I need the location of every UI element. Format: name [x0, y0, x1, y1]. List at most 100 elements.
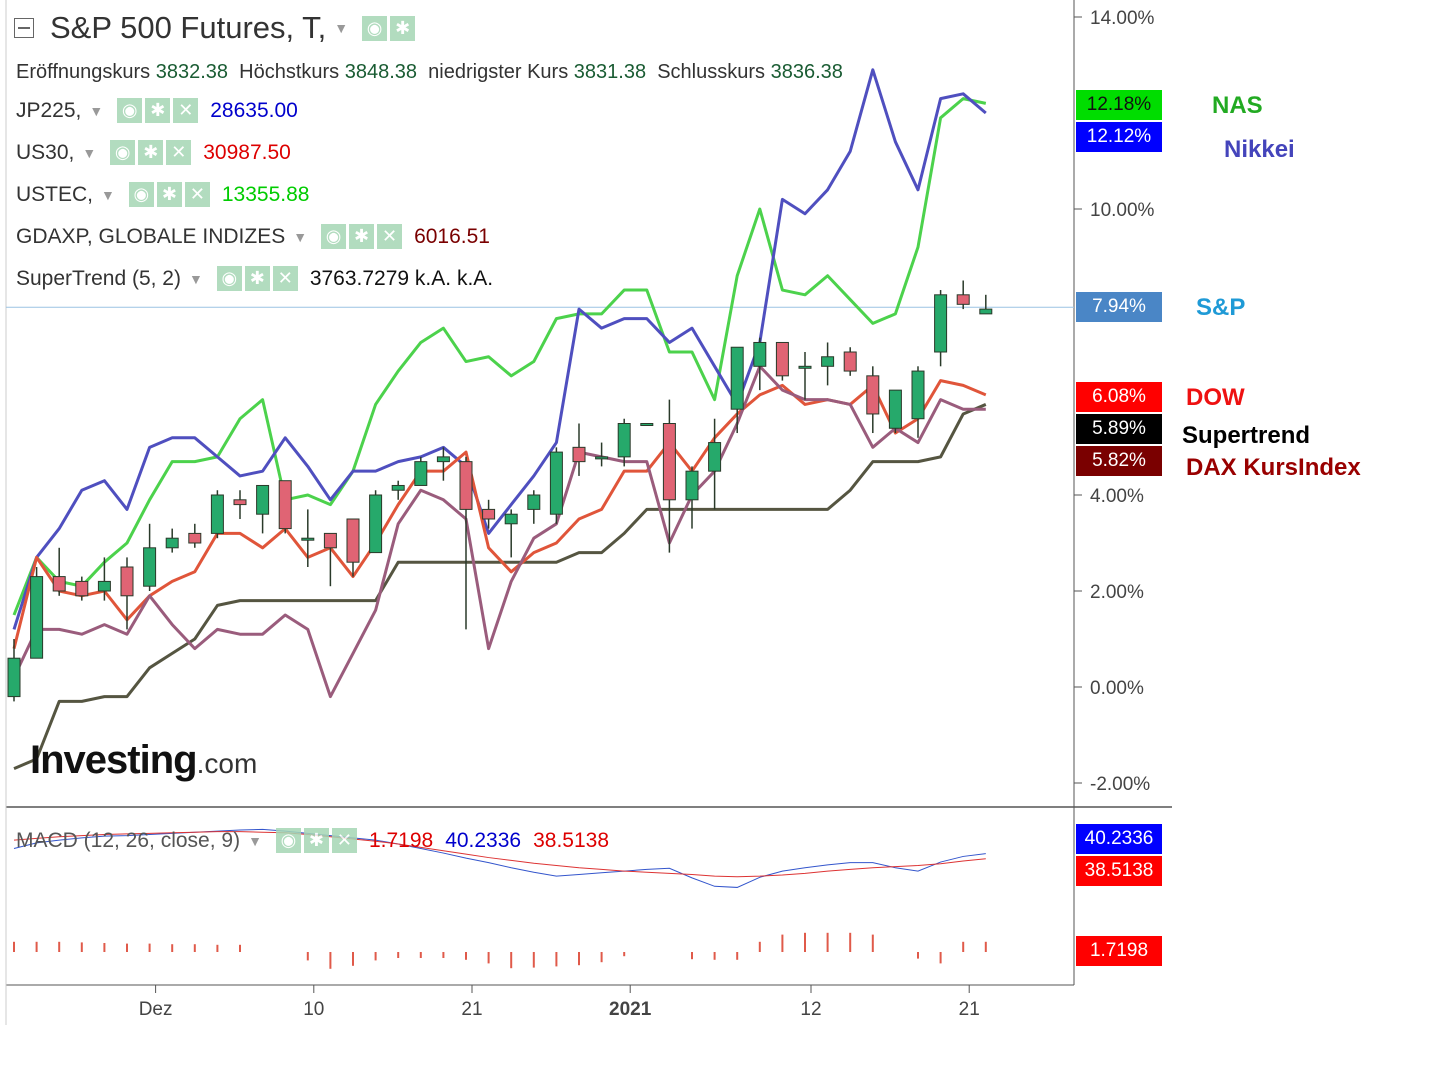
candle-body: [911, 370, 925, 420]
candle-body: [662, 423, 676, 501]
high-value: 3848.38: [344, 61, 418, 83]
chart-title: S&P 500 Futures, T,: [50, 10, 327, 45]
candle: [188, 523, 202, 548]
chevron-down-icon[interactable]: ▼: [334, 20, 349, 36]
x-tick-label: 21: [461, 999, 482, 1020]
chart-title-row: S&P 500 Futures, T, ▼ ◉ ✱: [14, 10, 416, 46]
close-icon[interactable]: ✕: [173, 98, 199, 123]
candle: [278, 480, 292, 534]
candle: [391, 480, 405, 500]
candle: [414, 456, 428, 486]
low-value: 3831.38: [573, 61, 647, 83]
macd-label: MACD (12, 26, close, 9): [16, 828, 241, 852]
candle: [821, 342, 835, 386]
candle-body: [369, 494, 383, 554]
overlay-value: 30987.50: [203, 140, 291, 164]
candle-body: [7, 657, 21, 698]
gear-icon[interactable]: ✱: [138, 140, 164, 165]
macd-line-value: 40.2336: [445, 828, 522, 852]
overlay-value: 13355.88: [221, 182, 310, 206]
collapse-icon[interactable]: [14, 18, 34, 38]
gear-icon[interactable]: ✱: [349, 224, 375, 249]
candle: [210, 490, 224, 539]
candle: [120, 557, 134, 630]
series-line-supertrend: [13, 403, 987, 770]
close-icon[interactable]: ✕: [272, 266, 298, 291]
close-icon[interactable]: ✕: [331, 828, 357, 853]
eye-icon[interactable]: ◉: [216, 266, 242, 291]
price-tag: 12.18%: [1076, 90, 1162, 120]
overlay-controls: ◉ ✱ ✕: [128, 182, 210, 207]
overlay-row: US30, ▼ ◉ ✱ ✕ 30987.50: [16, 140, 291, 165]
x-tick-label: Dez: [139, 999, 173, 1020]
candlesticks: [7, 280, 993, 702]
candle-body: [730, 346, 744, 410]
candle-body: [617, 423, 631, 458]
eye-icon[interactable]: ◉: [117, 98, 143, 123]
candle: [956, 280, 970, 310]
candle-body: [934, 294, 948, 353]
gear-icon[interactable]: ✱: [303, 828, 329, 853]
gear-icon[interactable]: ✱: [244, 266, 270, 291]
eye-icon[interactable]: ◉: [362, 15, 388, 41]
candle-body: [572, 446, 586, 463]
macd-legend: MACD (12, 26, close, 9) ▼ ◉ ✱ ✕ 1.7198 40.…: [16, 828, 609, 853]
overlay-value: 28635.00: [210, 98, 298, 122]
eye-icon[interactable]: ◉: [128, 182, 154, 207]
series-name-label: Supertrend: [1182, 422, 1311, 449]
candle: [256, 484, 270, 534]
candle-body: [52, 576, 66, 592]
candle-body: [504, 513, 518, 525]
chevron-down-icon[interactable]: ▼: [82, 144, 97, 161]
close-label: Schlusskurs: [657, 61, 766, 83]
chevron-down-icon[interactable]: ▼: [188, 270, 203, 287]
macd-controls: ◉ ✱ ✕: [275, 828, 357, 853]
chevron-down-icon[interactable]: ▼: [293, 228, 308, 245]
overlay-value: 6016.51: [414, 224, 490, 248]
overlay-label: USTEC,: [16, 182, 94, 206]
close-icon[interactable]: ✕: [184, 182, 210, 207]
candle-body: [30, 576, 44, 659]
candle-body: [346, 518, 360, 563]
overlay-label: SuperTrend (5, 2): [16, 266, 181, 290]
y-tick-label: 2.00%: [1090, 582, 1144, 603]
time-axis: Dez 10 21 2021 12 21: [139, 985, 980, 1020]
close-icon[interactable]: ✕: [166, 140, 192, 165]
chevron-down-icon[interactable]: ▼: [248, 832, 262, 849]
overlay-row: USTEC, ▼ ◉ ✱ ✕ 13355.88: [16, 182, 309, 207]
gear-icon[interactable]: ✱: [156, 182, 182, 207]
y-tick-label: -2.00%: [1090, 774, 1150, 795]
eye-icon[interactable]: ◉: [275, 828, 301, 853]
candle-body: [956, 294, 970, 305]
y-tick-label: 4.00%: [1090, 486, 1144, 507]
candle-body: [888, 389, 902, 429]
gear-icon[interactable]: ✱: [145, 98, 171, 123]
high-label: Höchstkurs: [239, 61, 340, 83]
candle: [52, 547, 66, 596]
x-tick-label: 2021: [609, 999, 652, 1020]
close-icon[interactable]: ✕: [377, 224, 403, 249]
x-tick-label: 21: [959, 999, 980, 1020]
candle: [7, 639, 21, 702]
price-tag: 5.89%: [1076, 414, 1162, 444]
macd-tag: 1.7198: [1076, 936, 1162, 966]
candle: [979, 294, 993, 315]
candle: [708, 418, 722, 510]
series-name-label: S&P: [1196, 294, 1246, 321]
candle: [798, 352, 812, 400]
price-tag: 6.08%: [1076, 382, 1162, 412]
series-line-dax-kursindex: [12, 364, 986, 699]
candle-body: [753, 341, 767, 367]
ohlc-readout: Eröffnungskurs 3832.38 Höchstkurs 3848.3…: [16, 61, 843, 84]
eye-icon[interactable]: ◉: [321, 224, 347, 249]
candle-body: [256, 484, 270, 515]
candle-body: [278, 480, 292, 530]
overlay-row: JP225, ▼ ◉ ✱ ✕ 28635.00: [16, 98, 298, 123]
x-tick-label: 12: [800, 999, 821, 1020]
candle-body: [527, 494, 541, 510]
gear-icon[interactable]: ✱: [390, 15, 416, 41]
candle: [572, 423, 586, 476]
chevron-down-icon[interactable]: ▼: [101, 186, 115, 203]
eye-icon[interactable]: ◉: [110, 140, 136, 165]
chevron-down-icon[interactable]: ▼: [89, 102, 104, 119]
